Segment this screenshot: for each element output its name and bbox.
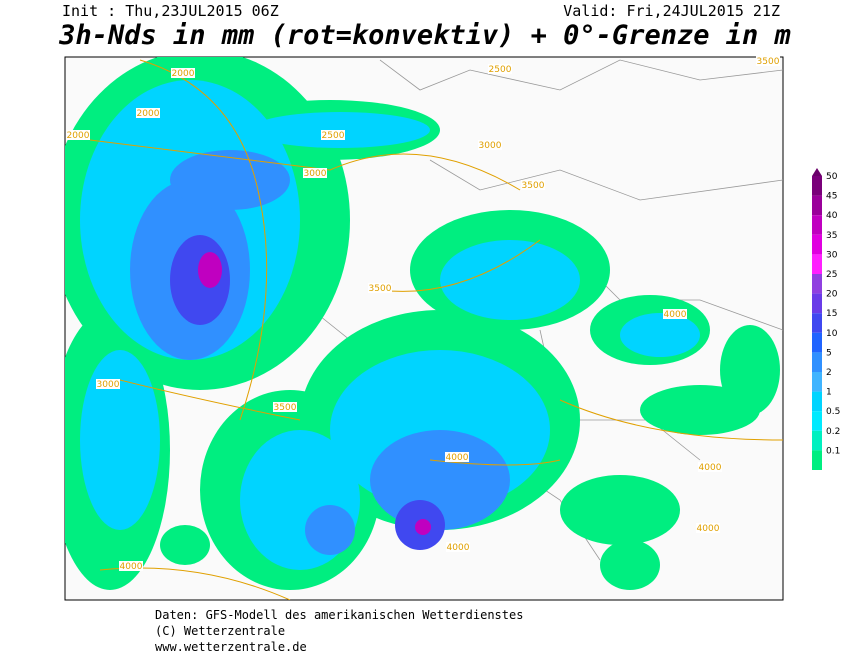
colorbar-label: 25 (826, 270, 837, 280)
colorbar-swatch (812, 313, 822, 333)
colorbar-swatch (812, 450, 822, 470)
colorbar-label: 10 (826, 329, 838, 339)
contour-label-bg (119, 561, 143, 571)
colorbar-arrow (812, 168, 822, 176)
colorbar-swatch (812, 215, 822, 235)
contour-label-bg (171, 68, 195, 78)
contour-label-bg (273, 402, 297, 412)
colorbar-label: 50 (826, 172, 838, 182)
colorbar-swatch (812, 332, 822, 353)
contour-label: 3500 (757, 57, 780, 67)
colorbar-label: 1 (826, 388, 832, 398)
colorbar-swatch (812, 176, 822, 196)
colorbar-swatch (812, 411, 822, 431)
colorbar-label: 0.1 (826, 446, 840, 456)
contour-label-bg (303, 168, 327, 178)
contour-label-bg (446, 542, 470, 552)
colorbar-swatch (812, 293, 822, 314)
colorbar: 50 45 40 35 30 25 20 15 10 5 2 1 0.5 0.2 0.1 (812, 168, 840, 470)
footer-line: Daten: GFS-Modell des amerikanischen Wet… (155, 608, 523, 622)
colorbar-label: 0.5 (826, 407, 840, 417)
contour-label-bg (66, 130, 90, 140)
contour-label: 2500 (322, 131, 345, 141)
colorbar-swatch (812, 195, 822, 216)
contour-label-bg (521, 180, 545, 190)
colorbar-swatch (812, 352, 822, 372)
contour-label: 3000 (97, 380, 120, 390)
contour-label: 2500 (489, 65, 512, 75)
contour-label-bg (368, 283, 392, 293)
contour-label: 3500 (274, 403, 297, 413)
contour-label: 3500 (522, 181, 545, 191)
colorbar-swatch (812, 430, 822, 451)
colorbar-swatch (812, 372, 822, 392)
valid-time: Valid: Fri,24JUL2015 21Z (563, 2, 780, 20)
colorbar-label: 15 (826, 309, 837, 319)
footer-line: (C) Wetterzentrale (155, 624, 285, 638)
contour-label: 2000 (172, 69, 195, 79)
map-frame (64, 56, 784, 601)
map-title: 3h-Nds in mm (rot=konvektiv) + 0°-Grenze… (58, 20, 791, 51)
colorbar-swatch (812, 254, 822, 274)
colorbar-label: 35 (826, 231, 837, 241)
colorbar-label: 2 (826, 368, 832, 378)
colorbar-label: 45 (826, 192, 837, 202)
contour-label-bg (698, 462, 722, 472)
contour-label: 2000 (137, 109, 160, 119)
contour-label: 3000 (304, 169, 327, 179)
contour-labels: 2000 2000 2000 2500 2500 3000 3000 3500 3500 3500… (66, 56, 780, 572)
colorbar-swatch (812, 391, 822, 412)
colorbar-label: 5 (826, 348, 832, 358)
contour-label: 4000 (664, 310, 687, 320)
contour-label: 4000 (446, 453, 469, 463)
contour-label-bg (756, 56, 780, 66)
contour-label: 4000 (699, 463, 722, 473)
colorbar-label: 40 (826, 211, 838, 221)
contour-label-bg (488, 64, 512, 74)
contour-label-bg (445, 452, 469, 462)
colorbar-label: 30 (826, 250, 838, 260)
contour-label-bg (136, 108, 160, 118)
contour-label: 2000 (67, 131, 90, 141)
contour-label-bg (663, 309, 687, 319)
freezing-level-contours (89, 59, 783, 600)
footer-line: www.wetterzentrale.de (155, 640, 307, 654)
contour-label: 4000 (120, 562, 143, 572)
colorbar-swatch (812, 234, 822, 255)
precipitation-field (65, 57, 783, 600)
contour-label-bg (321, 130, 345, 140)
colorbar-label: 20 (826, 290, 838, 300)
colorbar-swatch (812, 274, 822, 294)
contour-label: 4000 (447, 543, 470, 553)
contour-label-bg (696, 523, 720, 533)
contour-label: 3500 (369, 284, 392, 294)
contour-label-bg (478, 140, 502, 150)
contour-label: 4000 (697, 524, 720, 534)
colorbar-label: 0.2 (826, 427, 840, 437)
init-time: Init : Thu,23JUL2015 06Z (62, 2, 279, 20)
contour-label-bg (96, 379, 120, 389)
contour-label: 3000 (479, 141, 502, 151)
area-extreme (198, 252, 431, 535)
